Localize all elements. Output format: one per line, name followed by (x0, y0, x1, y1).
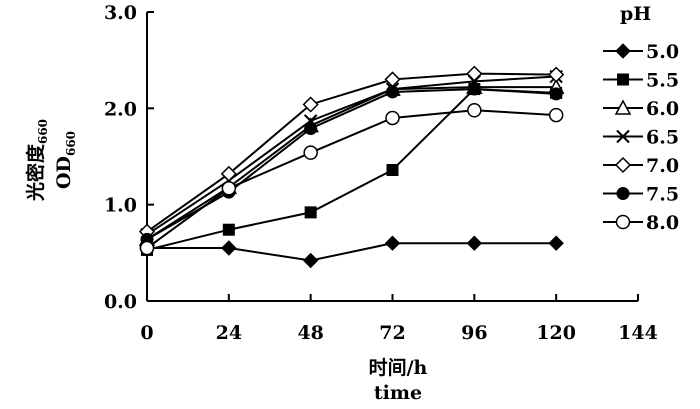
data-point (385, 110, 400, 126)
y-axis-title-en-main: OD (53, 156, 75, 189)
series-line (146, 88, 557, 251)
data-point (548, 107, 564, 123)
legend-marker (614, 156, 632, 174)
legend-label: 5.0 (646, 41, 679, 63)
data-point (386, 85, 399, 99)
series-ph-7-0 (138, 65, 565, 240)
x-tick-label: 0 (140, 322, 153, 344)
legend-marker (616, 129, 630, 144)
y-axis-title-en-sub: 660 (64, 131, 78, 156)
y-axis-title-zh-main: 光密度 (24, 143, 47, 202)
data-point (302, 96, 319, 113)
x-tick-label: 120 (536, 322, 576, 344)
legend-marker (615, 214, 631, 230)
series-ph-5-5 (141, 83, 563, 256)
data-point (302, 252, 319, 269)
data-point (303, 145, 318, 160)
legend-item: 6.5 (603, 127, 679, 149)
legend-item: 5.0 (603, 41, 679, 63)
series-line (146, 75, 557, 236)
data-point (222, 223, 235, 236)
y-axis-title-en: OD660 (53, 131, 78, 189)
data-point (220, 165, 237, 182)
legend-marker (614, 99, 632, 115)
y-tick-label: 3.0 (104, 2, 137, 24)
legend-marker (616, 187, 630, 200)
y-tick-label: 0.0 (104, 291, 137, 313)
x-tick-label: 48 (297, 322, 323, 344)
data-point (221, 240, 237, 256)
x-tick-label: 24 (216, 322, 242, 344)
data-point (548, 235, 564, 251)
data-point (304, 206, 317, 219)
data-point (221, 181, 237, 196)
series-line (147, 242, 557, 262)
series-line (146, 72, 557, 233)
series-line (146, 109, 557, 249)
data-point (384, 235, 401, 251)
data-point (548, 66, 565, 83)
legend-title: pH (620, 3, 651, 25)
legend-label: 7.5 (646, 184, 679, 206)
x-tick-label: 72 (379, 322, 405, 344)
legend-marker (617, 73, 629, 86)
series-ph-6-5 (140, 69, 563, 242)
legend-label: 8.0 (646, 212, 679, 234)
legend-item: 5.5 (603, 70, 679, 92)
legend-marker-stroke-b (616, 129, 630, 144)
x-axis-title-zh: 时间/h (369, 357, 428, 379)
x-tick-label: 144 (618, 322, 658, 344)
data-point (549, 87, 563, 101)
legend-item: 7.5 (603, 184, 679, 206)
data-point (467, 103, 482, 118)
y-axis-title-zh-sub: 660 (36, 119, 50, 144)
series-layer (138, 65, 565, 269)
legend-label: 5.5 (646, 70, 679, 92)
legend: 5.0 5.5 6.0 6.5 7.0 7.5 8.0 (603, 41, 679, 234)
data-point (139, 240, 155, 256)
legend-marker (615, 43, 631, 59)
y-axis-title-zh: 光密度660 (24, 119, 50, 202)
y-tick-label: 1.0 (104, 195, 137, 217)
data-point (466, 65, 483, 82)
legend-item: 7.0 (603, 155, 679, 177)
data-point (386, 163, 399, 176)
y-tick-label: 2.0 (104, 98, 137, 120)
legend-item: 8.0 (603, 212, 679, 234)
series-ph-5-0 (139, 235, 564, 269)
x-axis-title-en: time (374, 382, 422, 404)
legend-item: 6.0 (603, 98, 679, 120)
legend-label: 7.0 (646, 155, 679, 177)
legend-label: 6.0 (646, 98, 679, 120)
series-line (146, 86, 557, 241)
legend-label: 6.5 (646, 127, 679, 149)
data-point (467, 82, 481, 96)
data-point (466, 235, 483, 251)
series-line (146, 88, 557, 241)
data-point (304, 122, 318, 136)
series-ph-8-0 (139, 103, 564, 256)
axes: 0 24 48 72 96 120 144 0.0 1.0 2.0 3.0 (104, 2, 658, 344)
x-tick-label: 96 (461, 322, 487, 344)
